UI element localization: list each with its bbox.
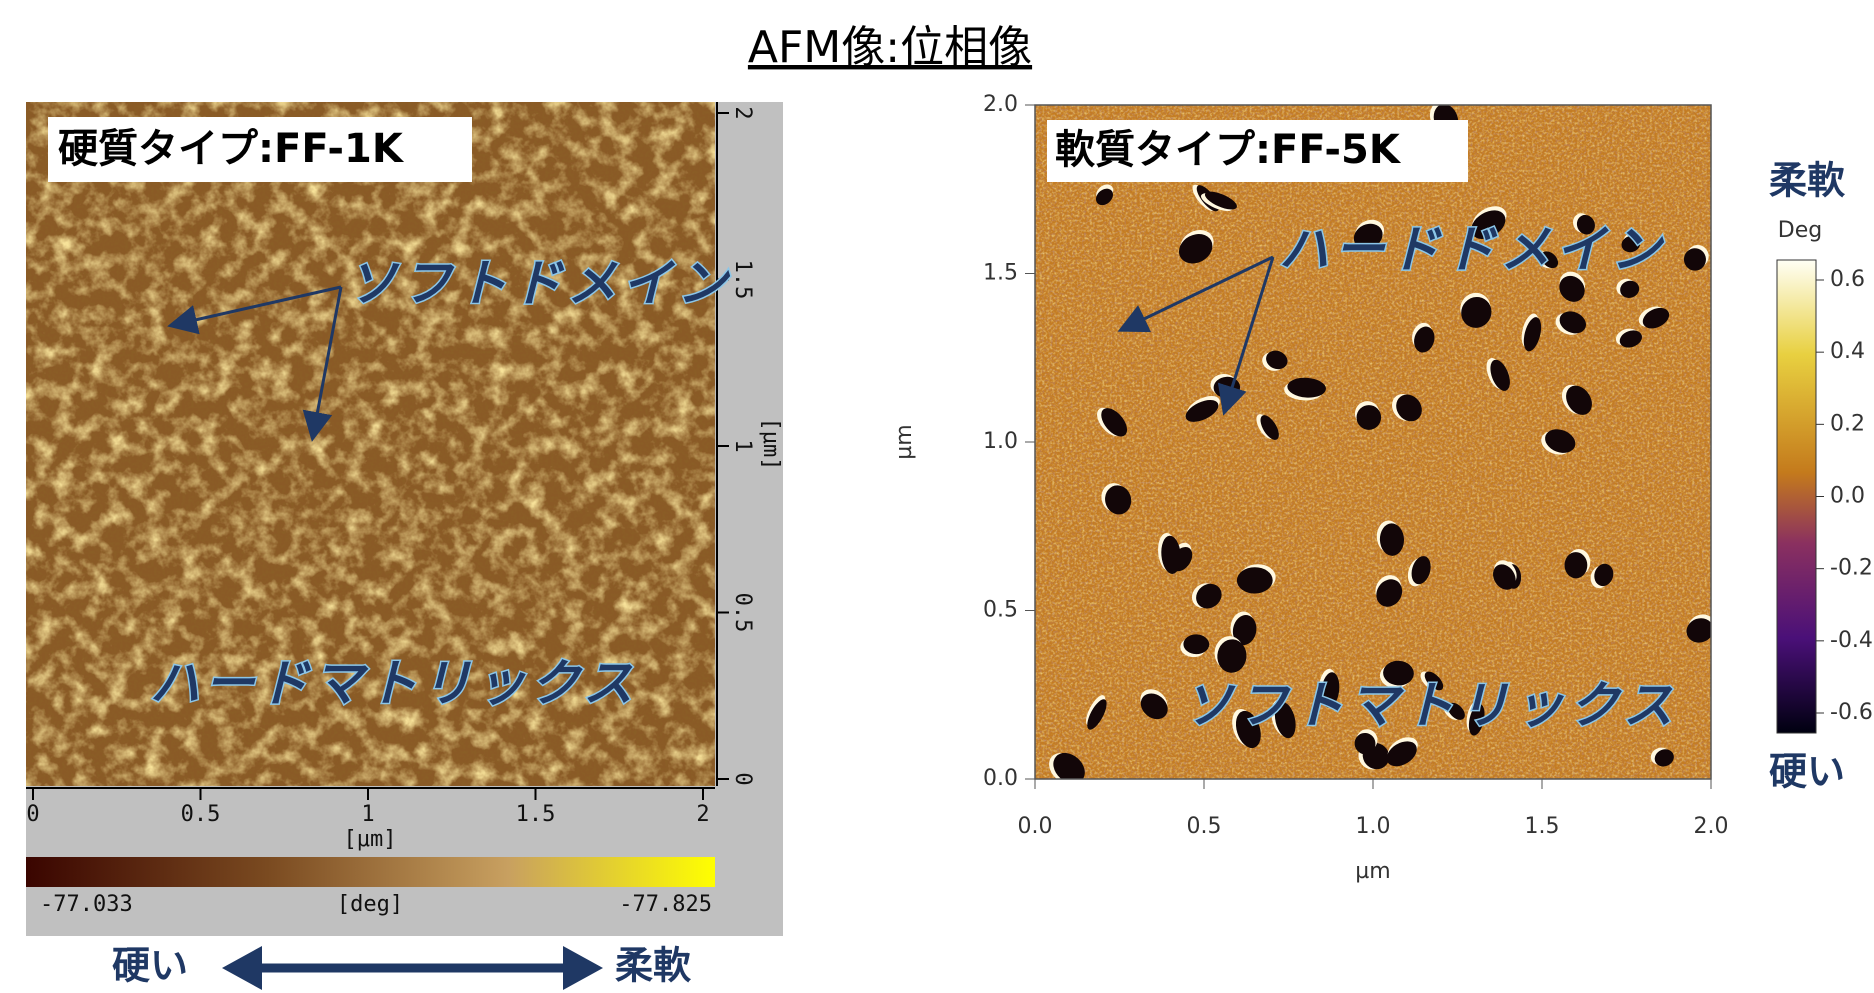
page: AFM像:位相像 0 0.5 1 1.5 2 0 0.5 1 1.5 2 [μm] [μm] -7…: [0, 0, 1874, 993]
x-tick-label: 1: [361, 802, 374, 827]
x-tick-label: 0.5: [1187, 814, 1222, 839]
y-tick-label: 2: [730, 106, 755, 119]
colorbar-tick-label: 0.0: [1830, 484, 1865, 509]
colorbar-unit: Deg: [1778, 218, 1822, 243]
figure-title: AFM像:位相像: [748, 22, 1032, 73]
colorbar-tick-label: 0.6: [1830, 267, 1865, 292]
y-tick-label: 0.5: [730, 593, 755, 633]
legend-left: 硬い: [112, 944, 188, 988]
left-label: 硬質タイプ:FF-1K: [58, 126, 405, 172]
y-tick-label: 0.5: [983, 598, 1018, 623]
x-tick-label: 2.0: [1694, 814, 1729, 839]
right-y-label: µm: [892, 424, 917, 459]
x-tick-label: 0.5: [181, 802, 221, 827]
y-tick-label: 1.5: [983, 261, 1018, 286]
colorbar-bottom: 硬い: [1769, 750, 1845, 794]
left-colorbar-min: -77.033: [40, 892, 133, 917]
y-tick-label: 1.5: [730, 260, 755, 300]
colorbar-tick-label: 0.4: [1830, 339, 1865, 364]
annotation: ハードマトリックス: [150, 655, 633, 713]
colorbar-tick-label: -0.6: [1830, 700, 1873, 725]
right-x-label: µm: [1355, 859, 1390, 884]
y-tick-label: 1.0: [983, 429, 1018, 454]
y-tick-label: 1: [730, 439, 755, 452]
colorbar-ticks: 0.6 0.4 0.2 0.0 -0.2 -0.4 -0.6: [1816, 267, 1873, 725]
legend-right: 柔軟: [615, 944, 692, 988]
x-tick-label: 0.0: [1018, 814, 1053, 839]
x-tick-label: 1.5: [516, 802, 556, 827]
y-tick-label: 2.0: [983, 92, 1018, 117]
colorbar-tick-label: 0.2: [1830, 411, 1865, 436]
colorbar-tick-label: -0.2: [1830, 556, 1873, 581]
left-colorbar: [26, 857, 715, 887]
left-x-label: [μm]: [344, 827, 397, 852]
right-colorbar: [1777, 260, 1816, 733]
x-tick-label: 1.0: [1356, 814, 1391, 839]
left-colorbar-max: -77.825: [619, 892, 712, 917]
x-tick-label: 1.5: [1525, 814, 1560, 839]
left-y-label: [μm]: [758, 418, 783, 471]
colorbar-top: 柔軟: [1769, 159, 1846, 203]
figure: AFM像:位相像 0 0.5 1 1.5 2 0 0.5 1 1.5 2 [μm] [μm] -7…: [0, 0, 1874, 993]
y-tick-label: 0.0: [983, 766, 1018, 791]
x-tick-label: 0: [26, 802, 39, 827]
y-tick-label: 0: [730, 772, 755, 785]
right-label: 軟質タイプ:FF-5K: [1055, 127, 1402, 173]
colorbar-tick-label: -0.4: [1830, 628, 1873, 653]
annotation: ソフトマトリックス: [1183, 677, 1673, 735]
x-tick-label: 2: [696, 802, 709, 827]
left-colorbar-unit: [deg]: [337, 892, 403, 917]
